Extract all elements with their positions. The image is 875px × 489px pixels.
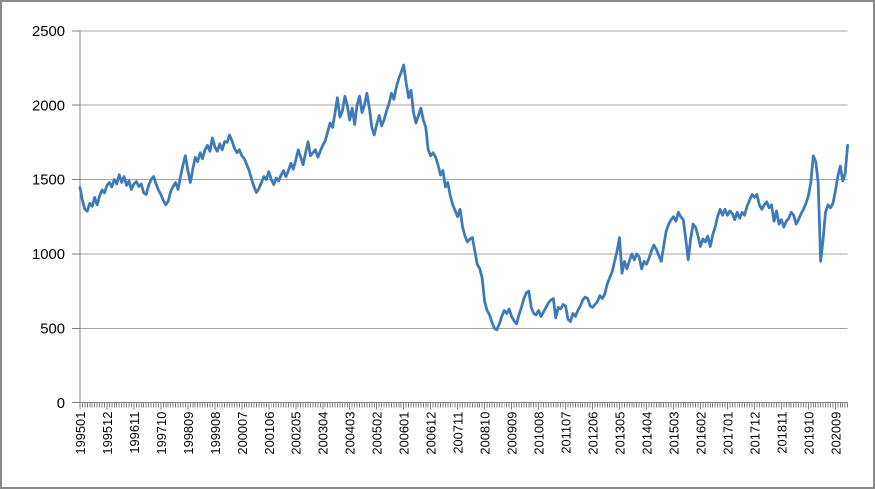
x-axis-tick-label: 201206 [586, 412, 601, 455]
y-axis-tick-label: 0 [57, 396, 65, 412]
y-axis-tick-label: 1500 [32, 173, 65, 189]
x-axis-tick-label: 200106 [262, 412, 277, 455]
x-axis-tick-label: 201811 [774, 412, 789, 454]
x-axis-tick-label: 201305 [612, 412, 627, 455]
x-axis-tick-label: 199809 [181, 412, 196, 455]
y-axis-tick-label: 500 [40, 322, 65, 338]
x-axis-tick-label: 200502 [370, 412, 385, 455]
x-axis-tick-label: 200810 [478, 412, 493, 455]
x-axis-tick-label: 200601 [397, 412, 412, 455]
x-axis-tick-label: 201503 [666, 412, 681, 455]
x-axis-tick-label: 201701 [720, 412, 735, 455]
x-axis-tick-label: 200909 [505, 412, 520, 455]
x-axis-tick-label: 201910 [801, 412, 816, 455]
x-axis-tick-label: 200205 [289, 412, 304, 455]
x-axis-tick-label: 200304 [316, 412, 331, 455]
y-axis-tick-label: 2500 [32, 24, 65, 40]
x-axis-tick-label: 201602 [693, 412, 708, 455]
x-axis-tick-label: 201404 [639, 412, 654, 455]
x-axis-tick-label: 200612 [424, 412, 439, 455]
x-axis-tick-label: 199908 [208, 412, 223, 455]
series-line [78, 63, 850, 332]
x-axis-tick-label: 201107 [559, 412, 574, 454]
x-axis-tick-label: 200403 [343, 412, 358, 455]
y-axis-tick-label: 1000 [32, 247, 65, 263]
x-axis-tick-label: 202009 [828, 412, 843, 455]
x-axis-tick-label: 200007 [235, 412, 250, 455]
x-axis-tick-label: 201008 [532, 412, 547, 455]
x-axis-tick-label: 199611 [127, 412, 142, 454]
x-axis-tick-label: 201712 [747, 412, 762, 455]
x-axis-tick-label: 199512 [100, 412, 115, 455]
x-axis-tick-label: 199710 [154, 412, 169, 455]
x-axis-tick-label: 200711 [451, 412, 466, 454]
x-axis-tick-label: 199501 [73, 412, 88, 455]
y-axis-tick-label: 2000 [32, 98, 65, 114]
